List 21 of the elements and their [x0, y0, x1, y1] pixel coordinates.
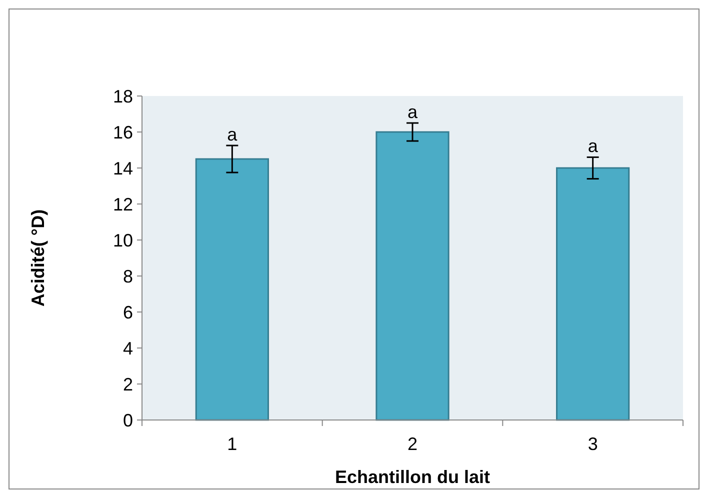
y-axis-title: Acidité( °D): [28, 209, 48, 307]
annotation: a: [227, 124, 238, 144]
y-tick-label: 4: [122, 338, 133, 358]
annotation: a: [588, 136, 599, 156]
x-tick-label: 1: [227, 434, 238, 454]
y-tick-label: 16: [112, 122, 133, 142]
y-tick-label: 0: [122, 410, 133, 430]
x-tick-label: 3: [588, 434, 598, 454]
y-tick-label: 14: [112, 158, 133, 178]
y-tick-label: 8: [122, 266, 133, 286]
y-tick-label: 12: [112, 194, 133, 214]
x-tick-label: 2: [407, 434, 418, 454]
bar: [556, 167, 630, 421]
x-axis-title: Echantillon du lait: [334, 467, 490, 487]
annotation: a: [407, 102, 418, 122]
y-tick-label: 2: [122, 374, 133, 394]
y-tick-label: 6: [122, 302, 133, 322]
bar: [195, 158, 269, 421]
bar: [376, 131, 450, 421]
y-tick-label: 10: [112, 230, 133, 250]
y-tick-label: 18: [112, 86, 133, 106]
